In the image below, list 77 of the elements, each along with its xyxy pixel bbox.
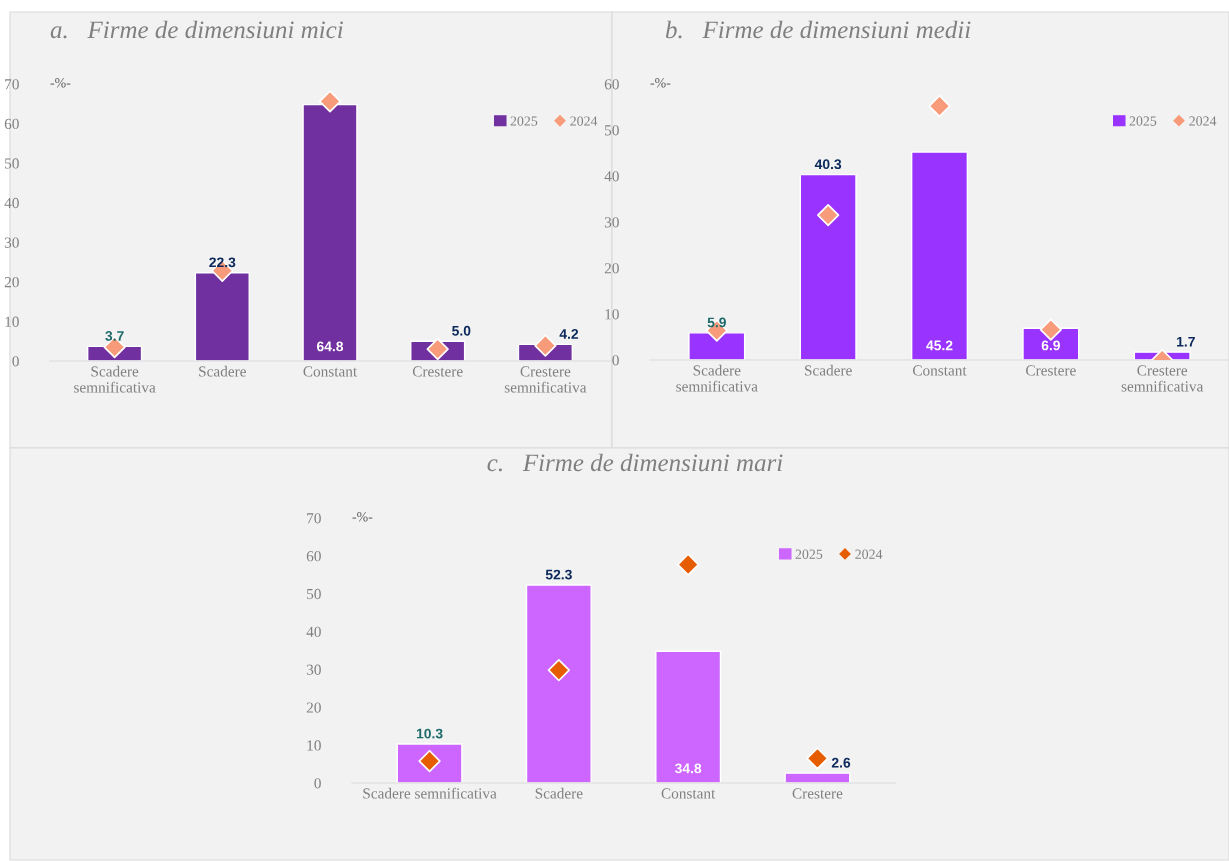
x-tick-label: Crestere: [412, 366, 463, 377]
y-tick-label: 20: [4, 277, 19, 288]
chart-title: b. Firme de dimensiuni medii: [665, 20, 971, 39]
y-tick-label: 0: [612, 355, 619, 366]
y-tick-label: 60: [4, 118, 19, 130]
point: [534, 334, 557, 357]
legend-label: 2025: [795, 549, 823, 559]
point: [426, 337, 449, 361]
bar: [525, 584, 592, 783]
y-tick-label: 10: [307, 740, 321, 751]
data-label: 10.3: [416, 728, 443, 739]
y-tick-label: 0: [314, 778, 321, 789]
y-tick-label: 50: [605, 125, 619, 136]
chart-title: a. Firme de dimensiuni mici: [50, 20, 343, 39]
legend-label: 2024: [570, 116, 598, 126]
data-label: 5.0: [452, 325, 471, 336]
y-tick-label: 30: [4, 237, 19, 248]
y-tick-label: 30: [604, 217, 619, 228]
point: [318, 90, 342, 113]
y-tick-label: 20: [306, 702, 321, 713]
data-label: 5.9: [707, 317, 726, 328]
bar: [655, 650, 722, 783]
y-tick-label: 30: [306, 664, 321, 675]
legend-label: 2025: [1129, 116, 1157, 126]
y-tick-label: 40: [604, 171, 619, 182]
y-tick-label: 60: [306, 551, 321, 562]
legend-label: 2025: [510, 116, 538, 126]
x-tick-label: Scadere semnificativa: [74, 365, 156, 393]
x-tick-label: Crestere semnificativa: [1121, 365, 1204, 392]
data-label: 64.8: [316, 341, 344, 352]
data-label: 1.7: [1177, 336, 1195, 347]
x-tick-label: Scadere: [535, 787, 583, 799]
bar: [784, 772, 851, 783]
data-label: 22.3: [209, 257, 236, 268]
y-tick-label: 10: [5, 316, 19, 327]
annotation: -%-: [650, 78, 671, 88]
y-tick-label: 50: [5, 158, 19, 169]
y-tick-label: 70: [5, 79, 19, 90]
x-tick-label: Scadere semnificativa: [676, 364, 758, 392]
x-tick-label: Scadere semnificativa: [363, 787, 497, 799]
annotation: -%-: [352, 512, 373, 522]
point: [677, 553, 700, 576]
point: [806, 747, 829, 770]
x-tick-label: Scadere: [805, 364, 852, 376]
x-tick-label: Crestere semnificativa: [504, 366, 587, 393]
y-tick-label: 40: [306, 626, 321, 638]
x-tick-label: Constant: [661, 788, 716, 799]
y-tick-label: 20: [604, 263, 619, 274]
data-label: 34.8: [674, 763, 702, 774]
x-tick-label: Scadere: [199, 365, 246, 377]
data-label: 6.9: [1041, 340, 1060, 351]
point: [817, 203, 840, 227]
data-label: 52.3: [545, 569, 572, 580]
data-label: 4.2: [559, 329, 579, 339]
bar: [799, 173, 857, 360]
y-tick-label: 70: [307, 513, 321, 524]
point: [547, 659, 570, 682]
data-label: 2.6: [831, 757, 851, 768]
x-tick-label: Constant: [912, 365, 967, 376]
y-tick-label: 0: [12, 356, 19, 367]
x-tick-label: Crestere: [1026, 365, 1076, 376]
legend-label: 2024: [855, 549, 883, 559]
y-tick-label: 10: [605, 309, 619, 320]
legend-label: 2024: [1189, 116, 1217, 126]
annotation: -%-: [50, 78, 71, 88]
x-tick-label: Constant: [303, 366, 358, 377]
data-label: 40.3: [814, 159, 842, 170]
y-tick-label: 60: [604, 79, 619, 90]
point: [1039, 318, 1062, 341]
data-label: 45.2: [926, 340, 953, 351]
y-tick-label: 50: [307, 588, 321, 600]
bar: [910, 151, 969, 360]
point: [928, 94, 951, 118]
chart-title: c. Firme de dimensiuni mari: [487, 453, 783, 472]
data-label: 3.7: [105, 331, 124, 341]
x-tick-label: Crestere: [792, 788, 843, 799]
y-tick-label: 40: [4, 197, 19, 209]
